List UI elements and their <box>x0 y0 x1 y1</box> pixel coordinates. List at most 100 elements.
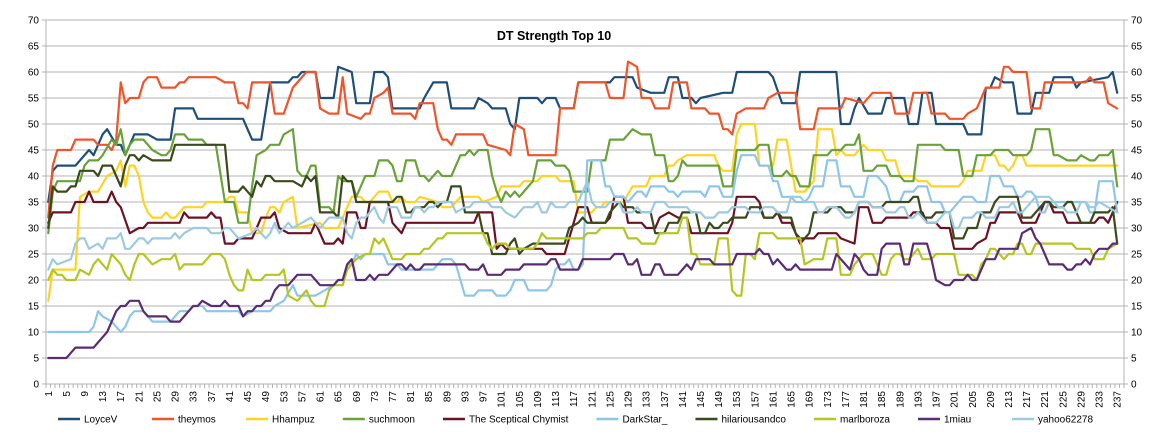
x-tick-label: 145 <box>696 391 707 408</box>
series-lines <box>47 60 1119 360</box>
x-tick-label: 125 <box>605 391 616 408</box>
y-tick-label-right: 70 <box>1131 16 1143 27</box>
series-line-hilariousandco <box>47 143 1119 256</box>
y-tick-label-left: 60 <box>28 68 40 79</box>
x-tick-label: 113 <box>551 391 562 407</box>
legend-label: marlboroza <box>840 415 890 426</box>
y-axis-left: 0 5 10 15 20 25 30 35 40 45 50 55 60 65 70 <box>28 16 47 391</box>
x-tick-label: 9 <box>80 391 91 397</box>
x-tick-label: 173 <box>823 391 834 408</box>
series-line-hhampuz <box>47 122 1119 302</box>
x-tick-label: 137 <box>660 391 671 408</box>
x-tick-label: 197 <box>932 391 943 408</box>
series-line-theymos <box>47 60 1119 219</box>
series-line-the-sceptical-chymist <box>47 190 1119 256</box>
x-tick-label: 209 <box>986 391 997 408</box>
x-tick-label: 41 <box>225 391 236 403</box>
x-tick-label: 49 <box>261 391 272 403</box>
y-tick-label-left: 25 <box>28 250 40 261</box>
x-tick-label: 161 <box>768 391 779 408</box>
x-axis: 1 5 9 13 17 21 25 29 33 37 41 45 49 53 57 61 65 69 73 77 81 8… <box>44 384 1125 408</box>
x-tick-label: 77 <box>388 391 399 403</box>
y-tick-label-right: 50 <box>1131 120 1143 131</box>
y-tick-label-left: 30 <box>28 224 40 235</box>
legend-label: The Sceptical Chymist <box>469 415 569 426</box>
legend-label: theymos <box>178 415 216 426</box>
x-tick-label: 165 <box>787 391 798 408</box>
x-tick-label: 117 <box>569 391 580 407</box>
x-tick-label: 213 <box>1004 391 1015 408</box>
x-tick-label: 221 <box>1040 391 1051 408</box>
x-tick-label: 229 <box>1076 391 1087 408</box>
x-tick-label: 37 <box>207 391 218 403</box>
y-tick-label-right: 5 <box>1131 354 1137 365</box>
x-tick-label: 21 <box>134 391 145 403</box>
y-tick-label-left: 70 <box>28 16 40 27</box>
y-tick-label-right: 30 <box>1131 224 1143 235</box>
y-tick-label-right: 60 <box>1131 68 1143 79</box>
x-tick-label: 69 <box>352 391 363 403</box>
y-tick-label-left: 5 <box>33 354 39 365</box>
x-tick-label: 73 <box>370 391 381 403</box>
x-tick-label: 97 <box>479 391 490 403</box>
series-line-loycev <box>47 65 1119 204</box>
y-tick-label-right: 25 <box>1131 250 1143 261</box>
legend-label: yahoo62278 <box>1038 415 1093 426</box>
x-tick-label: 233 <box>1095 391 1106 408</box>
y-tick-label-left: 65 <box>28 42 40 53</box>
x-tick-label: 181 <box>859 391 870 408</box>
y-tick-label-right: 10 <box>1131 328 1143 339</box>
x-tick-label: 65 <box>334 391 345 403</box>
x-tick-label: 33 <box>189 391 200 403</box>
gridlines <box>46 19 1124 385</box>
x-tick-label: 85 <box>424 391 435 403</box>
series-line-marlboroza <box>47 216 1119 308</box>
y-tick-label-right: 20 <box>1131 276 1143 287</box>
x-tick-label: 189 <box>895 391 906 408</box>
x-tick-label: 169 <box>805 391 816 408</box>
x-tick-label: 129 <box>624 391 635 408</box>
x-tick-label: 53 <box>279 391 290 403</box>
series-line-yahoo62278 <box>47 180 1119 271</box>
x-tick-label: 133 <box>642 391 653 408</box>
legend-label: 1miau <box>944 415 971 426</box>
legend-label: hilariousandco <box>721 415 786 426</box>
x-tick-label: 105 <box>515 391 526 408</box>
x-tick-label: 141 <box>678 391 689 408</box>
x-tick-label: 205 <box>968 391 979 408</box>
x-tick-label: 13 <box>98 391 109 403</box>
x-tick-label: 29 <box>171 391 182 403</box>
x-tick-label: 81 <box>406 391 417 403</box>
chart-title: DT Strength Top 10 <box>497 29 611 43</box>
legend-label: LoyceV <box>84 415 118 426</box>
y-tick-label-left: 20 <box>28 276 40 287</box>
x-tick-label: 109 <box>533 391 544 408</box>
x-tick-label: 217 <box>1022 391 1033 408</box>
y-tick-label-left: 35 <box>28 198 40 209</box>
x-tick-label: 45 <box>243 391 254 403</box>
x-tick-label: 177 <box>841 391 852 408</box>
y-tick-label-left: 15 <box>28 302 40 313</box>
y-tick-label-right: 15 <box>1131 302 1143 313</box>
x-tick-label: 89 <box>442 391 453 403</box>
y-tick-label-left: 40 <box>28 172 40 183</box>
x-tick-label: 185 <box>877 391 888 408</box>
x-tick-label: 1 <box>44 391 55 397</box>
x-tick-label: 193 <box>913 391 924 408</box>
series-line-1miau <box>47 226 1119 360</box>
x-tick-label: 17 <box>116 391 127 403</box>
x-tick-label: 5 <box>62 391 73 397</box>
y-tick-label-left: 10 <box>28 328 40 339</box>
x-tick-label: 153 <box>732 391 743 408</box>
x-tick-label: 121 <box>587 391 598 408</box>
series-line-suchmoon <box>47 128 1119 235</box>
x-tick-label: 237 <box>1113 391 1124 408</box>
legend-label: DarkStar_ <box>622 415 667 426</box>
y-tick-label-left: 50 <box>28 120 40 131</box>
y-tick-label-right: 0 <box>1131 380 1137 391</box>
y-tick-label-right: 45 <box>1131 146 1143 157</box>
y-tick-label-right: 55 <box>1131 94 1143 105</box>
y-tick-label-left: 55 <box>28 94 40 105</box>
y-axis-right: 0 5 10 15 20 25 30 35 40 45 50 55 60 65 70 <box>1123 16 1143 391</box>
